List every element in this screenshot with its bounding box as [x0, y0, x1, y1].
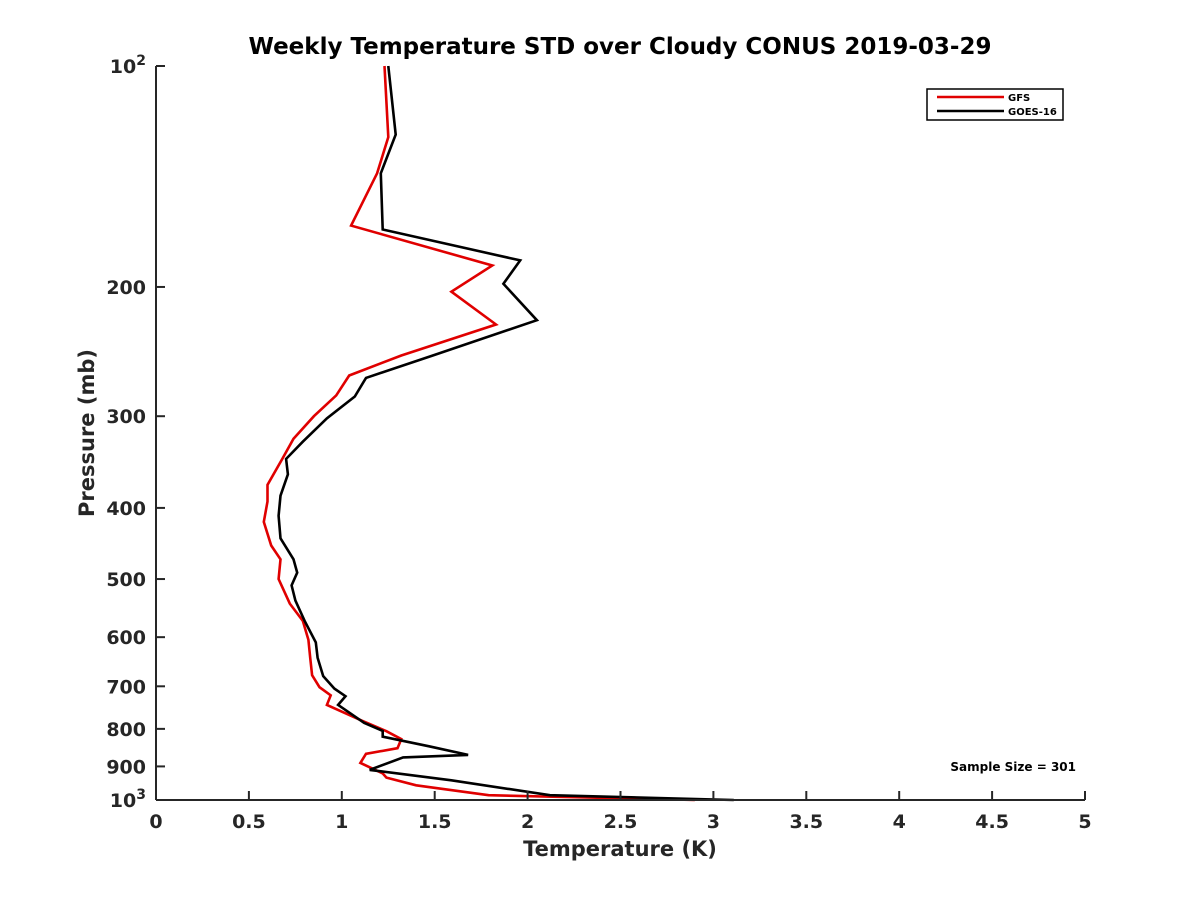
- y-tick-label: 300: [106, 406, 146, 428]
- x-tick-label: 2.5: [604, 811, 638, 833]
- chart-title: Weekly Temperature STD over Cloudy CONUS…: [249, 34, 992, 60]
- y-tick-label: 400: [106, 498, 146, 520]
- y-tick-label: 500: [106, 569, 146, 591]
- x-tick-label: 3: [707, 811, 720, 833]
- y-tick-label: 900: [106, 756, 146, 778]
- y-tick-label: 700: [106, 676, 146, 698]
- x-tick-label: 3.5: [789, 811, 823, 833]
- x-tick-label: 0: [149, 811, 162, 833]
- y-tick-label: 600: [106, 627, 146, 649]
- x-tick-label: 2: [521, 811, 534, 833]
- series-line-goes16: [277, 65, 734, 802]
- y-tick-label: 103: [110, 787, 146, 812]
- y-tick-label: 102: [110, 53, 146, 78]
- plot-area: 0 0.5 1 1.5 2 2.5 3 3.5 4 4.5 5 102 200 300 400 500 600 7…: [106, 53, 1091, 833]
- x-tick-label: 4: [893, 811, 906, 833]
- series-line-gfs: [262, 65, 695, 802]
- x-tick-label: 5: [1078, 811, 1091, 833]
- legend-label-goes16: GOES-16: [1008, 107, 1057, 118]
- x-tick-label: 1: [335, 811, 348, 833]
- x-axis-label: Temperature (K): [523, 837, 717, 861]
- legend-label-gfs: GFS: [1008, 93, 1030, 104]
- x-tick-label: 4.5: [975, 811, 1009, 833]
- x-tick-label: 1.5: [418, 811, 452, 833]
- y-tick-label: 200: [106, 277, 146, 299]
- legend: GFS GOES-16: [926, 88, 1064, 121]
- sample-size-annotation: Sample Size = 301: [950, 760, 1076, 774]
- x-tick-label: 0.5: [232, 811, 266, 833]
- y-axis-label: Pressure (mb): [75, 349, 99, 517]
- y-tick-label: 800: [106, 719, 146, 741]
- legend-box: [926, 88, 1064, 121]
